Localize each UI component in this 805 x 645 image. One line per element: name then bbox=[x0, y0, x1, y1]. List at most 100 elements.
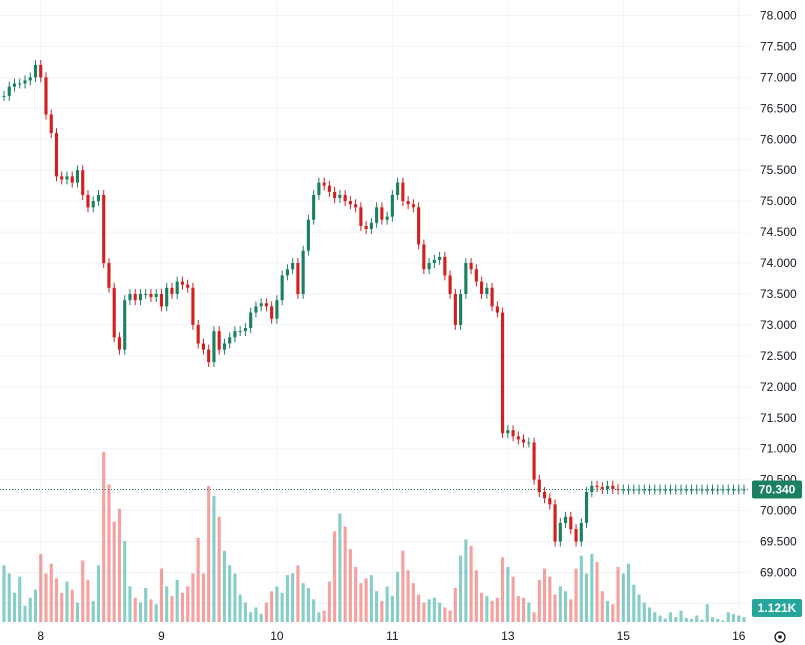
volume-bar bbox=[233, 573, 237, 622]
candle bbox=[222, 338, 226, 355]
volume-bar bbox=[390, 596, 394, 622]
candle bbox=[112, 282, 116, 343]
volume-bar bbox=[354, 566, 358, 622]
volume-bar bbox=[154, 604, 158, 622]
candle bbox=[731, 484, 736, 495]
candle bbox=[285, 264, 289, 281]
price-axis[interactable]: 78.000 77.500 77.000 76.500 76.000 75.500 75.0… bbox=[760, 8, 797, 610]
volume-bar bbox=[70, 589, 74, 622]
volume-bar bbox=[39, 554, 43, 622]
volume-bar bbox=[605, 600, 610, 622]
volume-bar bbox=[123, 541, 127, 622]
candle bbox=[228, 332, 232, 349]
volume-bar bbox=[527, 602, 531, 622]
candle bbox=[18, 78, 22, 89]
candle bbox=[81, 165, 85, 200]
volume-bar bbox=[632, 584, 636, 622]
candle bbox=[710, 484, 715, 495]
volume-bar bbox=[532, 612, 536, 622]
volume-bar bbox=[726, 612, 730, 622]
candle bbox=[726, 484, 730, 495]
volume-bar bbox=[186, 586, 190, 622]
price-tick-label: 73.000 bbox=[760, 318, 797, 332]
volume-bar bbox=[543, 568, 547, 622]
candle bbox=[33, 60, 38, 83]
volume-bar bbox=[75, 602, 80, 622]
volume-bar bbox=[107, 484, 111, 622]
price-tick-label: 72.000 bbox=[760, 380, 797, 394]
volume-bar bbox=[375, 591, 379, 622]
volume-bar bbox=[159, 568, 164, 622]
candle bbox=[70, 171, 74, 188]
volume-bar bbox=[700, 619, 704, 622]
volume-bar bbox=[296, 565, 300, 622]
volume-bar bbox=[417, 594, 421, 622]
volume-bar bbox=[149, 599, 153, 622]
volume-bar bbox=[228, 565, 232, 622]
candle bbox=[548, 493, 552, 510]
volume-bar bbox=[196, 537, 200, 622]
candle bbox=[563, 511, 568, 528]
candle bbox=[322, 177, 326, 191]
volume-bar bbox=[448, 610, 452, 622]
volume-bar bbox=[621, 573, 625, 622]
volume-bar bbox=[259, 613, 263, 622]
volume-bar bbox=[33, 589, 38, 622]
candle bbox=[170, 282, 174, 299]
volume-bar bbox=[7, 573, 11, 622]
volume-histogram bbox=[2, 452, 746, 622]
candle bbox=[485, 282, 489, 299]
candle bbox=[117, 332, 122, 355]
candle bbox=[60, 171, 64, 185]
candle bbox=[144, 289, 148, 299]
candle bbox=[406, 196, 410, 210]
volume-bar bbox=[511, 576, 515, 622]
volume-bar bbox=[23, 605, 27, 622]
volume-bar bbox=[128, 586, 132, 622]
volume-bar bbox=[485, 596, 489, 622]
time-axis[interactable]: 8 9 10 11 13 15 16 bbox=[37, 629, 745, 643]
price-tick-label: 74.500 bbox=[760, 225, 797, 239]
volume-bar bbox=[96, 565, 101, 622]
volume-bar bbox=[312, 599, 316, 622]
candle bbox=[86, 190, 90, 213]
volume-bar bbox=[537, 579, 541, 622]
candle bbox=[438, 251, 442, 265]
chart-settings-button[interactable] bbox=[774, 631, 786, 643]
last-price-label: 70.340 bbox=[759, 483, 796, 497]
candle bbox=[558, 518, 562, 547]
volume-bar bbox=[501, 557, 505, 622]
volume-bar bbox=[516, 596, 520, 622]
volume-bar bbox=[144, 588, 148, 622]
volume-bar bbox=[574, 568, 578, 622]
price-tick-label: 76.500 bbox=[760, 101, 797, 115]
price-tick-label: 75.500 bbox=[760, 163, 797, 177]
candle bbox=[201, 338, 205, 355]
volume-bar bbox=[327, 581, 331, 622]
price-tick-label: 71.000 bbox=[760, 442, 797, 456]
candle bbox=[259, 298, 263, 312]
candle bbox=[301, 245, 305, 299]
price-tick-label: 75.000 bbox=[760, 194, 797, 208]
volume-bar bbox=[133, 597, 137, 622]
volume-bar bbox=[291, 573, 295, 622]
candle bbox=[516, 431, 520, 445]
last-price-tag bbox=[752, 480, 802, 499]
candle bbox=[532, 437, 536, 485]
volume-bar bbox=[401, 550, 405, 622]
volume-bar bbox=[474, 570, 478, 622]
volume-bar bbox=[679, 610, 683, 622]
time-tick-label: 8 bbox=[37, 629, 44, 643]
volume-bar bbox=[264, 602, 268, 622]
candle bbox=[474, 264, 478, 287]
price-tick-label: 74.000 bbox=[760, 256, 797, 270]
volume-bar bbox=[175, 579, 179, 622]
volume-bar bbox=[364, 578, 368, 622]
volume-bar bbox=[469, 545, 473, 622]
candle bbox=[149, 289, 153, 303]
candle bbox=[338, 190, 342, 204]
gear-icon[interactable] bbox=[774, 631, 786, 643]
candle bbox=[39, 60, 43, 83]
